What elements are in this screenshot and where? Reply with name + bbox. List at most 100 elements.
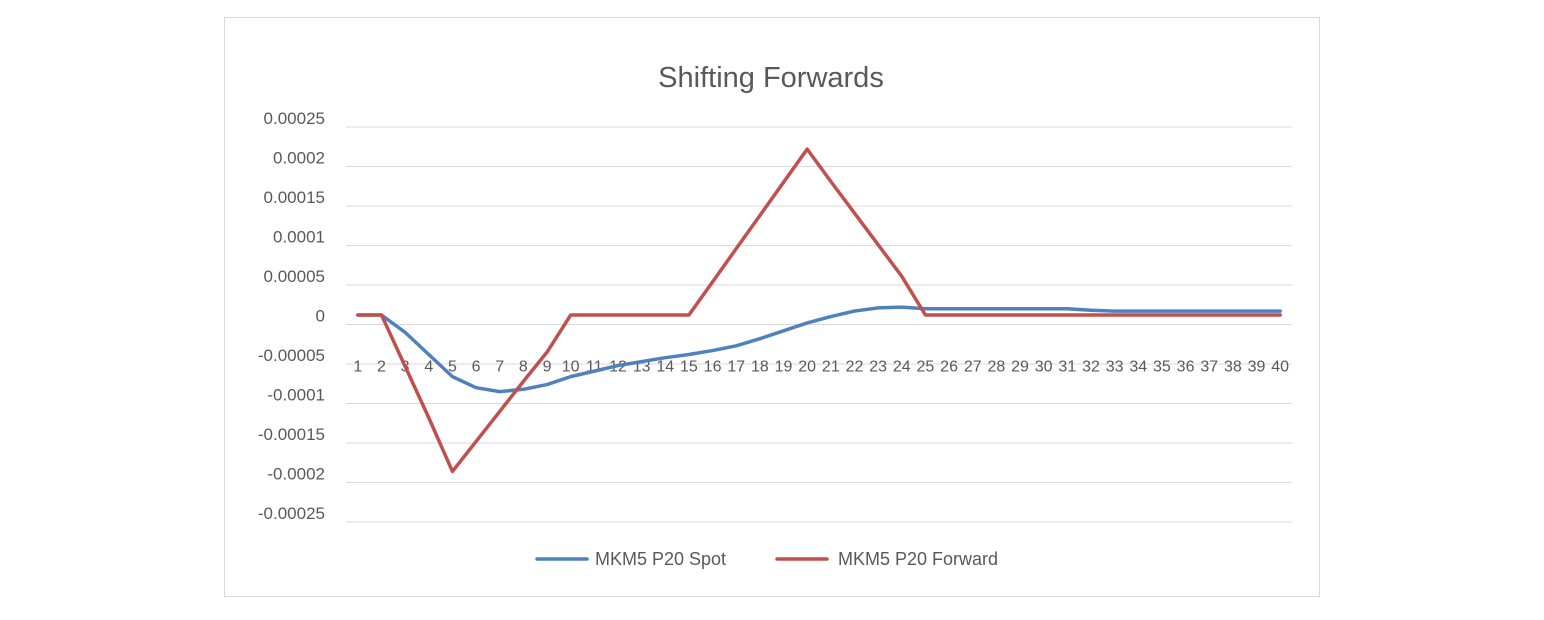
y-axis-tick-labels: 0.00025 0.0002 0.00015 0.0001 0.00005 0 -0.000… — [258, 109, 325, 523]
series-1-point — [356, 313, 360, 317]
x-tick-label: 29 — [1011, 359, 1029, 376]
y-tick-label: -0.00015 — [258, 425, 325, 444]
series-0-point — [711, 349, 715, 353]
y-tick-label: 0.00025 — [264, 109, 325, 128]
series-1-point — [1066, 313, 1070, 317]
x-tick-label: 24 — [893, 359, 911, 376]
x-tick-label: 36 — [1177, 359, 1195, 376]
x-tick-label: 21 — [822, 359, 840, 376]
y-tick-label: -0.00005 — [258, 346, 325, 365]
series-0-point — [947, 307, 951, 311]
series-1-point — [593, 313, 597, 317]
legend-item-1: MKM5 P20 Forward — [775, 549, 998, 569]
series-1-point — [1278, 313, 1282, 317]
series-0-point — [663, 356, 667, 360]
series-1-point — [971, 313, 975, 317]
chart-frame — [224, 17, 1320, 597]
series-lines — [356, 147, 1282, 474]
x-tick-label: 32 — [1082, 359, 1100, 376]
series-1-point — [924, 313, 928, 317]
series-1-point — [427, 416, 431, 420]
series-0-point — [403, 331, 407, 335]
series-0-point — [1089, 308, 1093, 312]
y-tick-label: 0 — [316, 307, 325, 326]
x-tick-label: 31 — [1058, 359, 1076, 376]
series-0-point — [1042, 307, 1046, 311]
series-0-point — [1066, 307, 1070, 311]
series-1-point — [403, 365, 407, 369]
x-tick-label: 35 — [1153, 359, 1171, 376]
x-tick-label: 16 — [704, 359, 722, 376]
series-1-point — [1184, 313, 1188, 317]
x-tick-label: 19 — [775, 359, 793, 376]
series-0-point — [1207, 309, 1211, 313]
x-tick-label: 4 — [424, 359, 433, 376]
series-1-point — [616, 313, 620, 317]
series-0-point — [545, 383, 549, 387]
x-tick-label: 22 — [846, 359, 864, 376]
series-1-point — [1136, 313, 1140, 317]
series-1-point — [1018, 313, 1022, 317]
x-tick-label: 27 — [964, 359, 982, 376]
series-1-point — [545, 350, 549, 354]
series-0-point — [522, 387, 526, 391]
chart-title: Shifting Forwards — [658, 62, 884, 94]
series-0-point — [758, 337, 762, 341]
series-0-point — [451, 375, 455, 379]
series-0-point — [829, 315, 833, 319]
series-1-point — [782, 181, 786, 185]
series-1-point — [1255, 313, 1259, 317]
series-1-point — [1160, 313, 1164, 317]
x-tick-label: 30 — [1035, 359, 1053, 376]
series-0-point — [1160, 309, 1164, 313]
legend-label: MKM5 P20 Spot — [595, 549, 726, 569]
x-tick-label: 37 — [1200, 359, 1218, 376]
x-tick-label: 33 — [1106, 359, 1124, 376]
series-1-point — [474, 440, 478, 444]
series-1-point — [451, 470, 455, 474]
series-0-point — [640, 360, 644, 364]
series-1-point — [522, 380, 526, 384]
x-tick-label: 10 — [562, 359, 580, 376]
series-0-point — [687, 353, 691, 357]
series-0-point — [805, 321, 809, 325]
series-1-point — [1207, 313, 1211, 317]
series-0-point — [1255, 309, 1259, 313]
series-0-point — [498, 390, 502, 394]
x-tick-label: 25 — [917, 359, 935, 376]
series-1-point — [734, 247, 738, 251]
x-tick-label: 9 — [543, 359, 552, 376]
series-0-point — [782, 329, 786, 333]
legend-label: MKM5 P20 Forward — [838, 549, 998, 569]
x-tick-label: 5 — [448, 359, 457, 376]
series-0-point — [1278, 309, 1282, 313]
series-0-point — [427, 353, 431, 357]
x-tick-label: 1 — [353, 359, 362, 376]
series-1-point — [498, 410, 502, 414]
series-0-point — [734, 344, 738, 348]
series-0-point — [1231, 309, 1235, 313]
series-1-point — [640, 313, 644, 317]
series-1-point — [569, 313, 573, 317]
x-tick-label: 14 — [656, 359, 674, 376]
series-1-point — [663, 313, 667, 317]
x-tick-label: 18 — [751, 359, 769, 376]
series-0-point — [616, 364, 620, 368]
series-line-0 — [356, 305, 1282, 394]
y-tick-label: 0.00015 — [264, 188, 325, 207]
series-1-point — [758, 214, 762, 218]
y-tick-label: -0.0002 — [267, 465, 325, 484]
series-0-point — [1136, 309, 1140, 313]
x-tick-label: 8 — [519, 359, 528, 376]
series-0-point — [474, 386, 478, 390]
x-tick-label: 28 — [987, 359, 1005, 376]
series-1-point — [829, 180, 833, 184]
series-1-point — [995, 313, 999, 317]
y-tick-label: -0.0001 — [267, 386, 325, 405]
series-1-point — [1089, 313, 1093, 317]
y-tick-label: 0.0002 — [273, 149, 325, 168]
series-0-point — [1018, 307, 1022, 311]
series-1-point — [947, 313, 951, 317]
series-1-point — [876, 243, 880, 247]
